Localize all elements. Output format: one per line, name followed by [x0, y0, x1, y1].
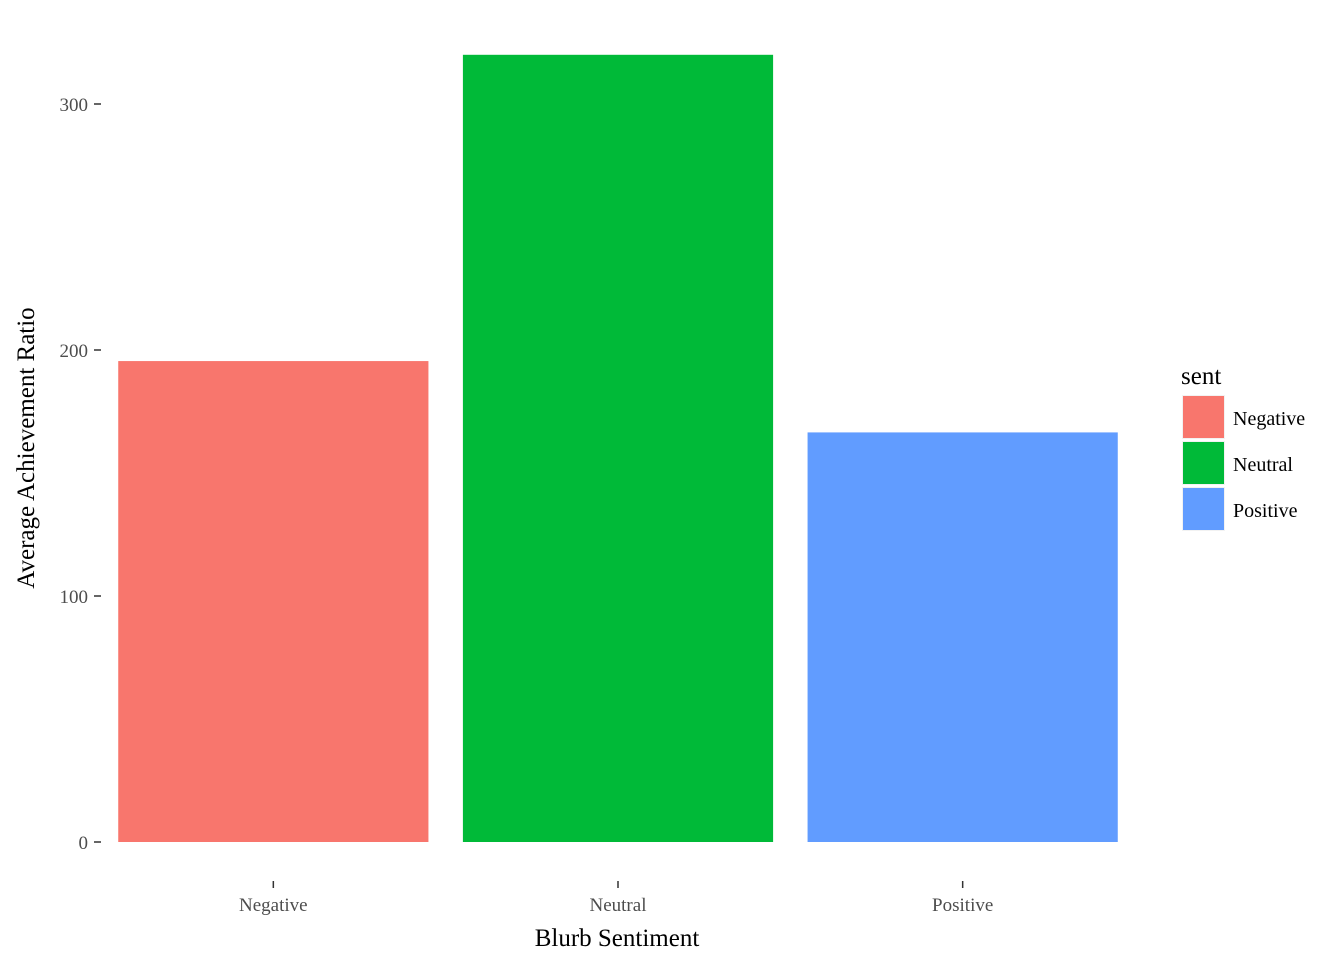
legend-label-neutral: Neutral: [1233, 454, 1293, 476]
bar-neutral: [462, 54, 774, 843]
plot-bars: [118, 54, 1118, 843]
bar-positive: [807, 432, 1118, 842]
legend-swatch-positive: [1183, 488, 1224, 530]
x-tick-label: Neutral: [590, 895, 647, 916]
y-tick-label: 0: [79, 833, 89, 854]
legend-title: sent: [1181, 363, 1221, 390]
legend-swatch-neutral: [1183, 442, 1224, 484]
legend-label-positive: Positive: [1233, 500, 1298, 522]
y-tick-label: 100: [60, 587, 89, 608]
legend-swatch-negative: [1183, 396, 1224, 438]
x-tick-label: Positive: [932, 895, 993, 916]
x-axis-title: Blurb Sentiment: [535, 925, 700, 952]
y-tick-label: 300: [60, 95, 89, 116]
legend: sent Negative Neutral Positive: [1181, 363, 1305, 531]
y-axis: 0 100 200 300: [60, 95, 101, 854]
x-axis: Negative Neutral Positive: [239, 881, 993, 916]
y-tick-label: 200: [60, 341, 89, 362]
x-tick-label: Negative: [239, 895, 308, 916]
y-axis-title: Average Achievement Ratio: [13, 307, 40, 588]
bar-negative: [118, 361, 429, 842]
legend-label-negative: Negative: [1233, 408, 1305, 430]
